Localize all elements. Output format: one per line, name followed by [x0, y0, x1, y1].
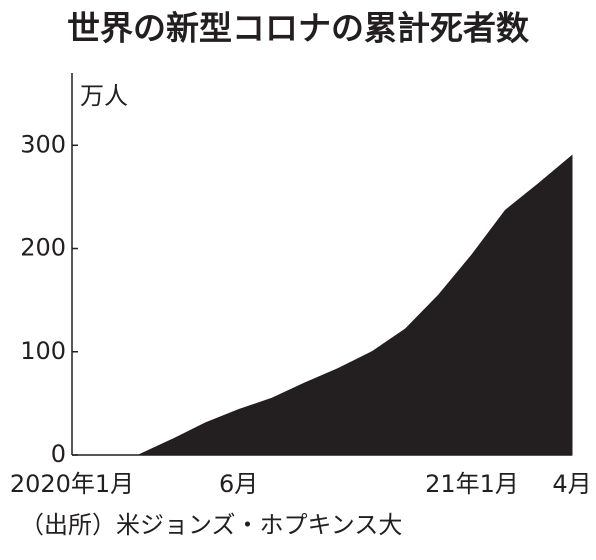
- y-tick-label: 0: [51, 440, 66, 468]
- y-tick-label: 300: [20, 130, 66, 158]
- x-tick-label: 6月: [219, 470, 258, 498]
- source-note: （出所）米ジョンズ・ホプキンス大: [20, 511, 402, 539]
- y-tick-label: 100: [20, 337, 66, 365]
- chart-title: 世界の新型コロナの累計死者数: [67, 9, 530, 48]
- x-tick-label: 4月: [552, 470, 591, 498]
- area: [72, 154, 573, 456]
- y-axis-label: 万人: [80, 82, 128, 110]
- x-tick-label: 21年1月: [425, 470, 519, 498]
- x-tick-label: 2020年1月: [10, 470, 134, 498]
- y-tick-label: 200: [20, 234, 66, 262]
